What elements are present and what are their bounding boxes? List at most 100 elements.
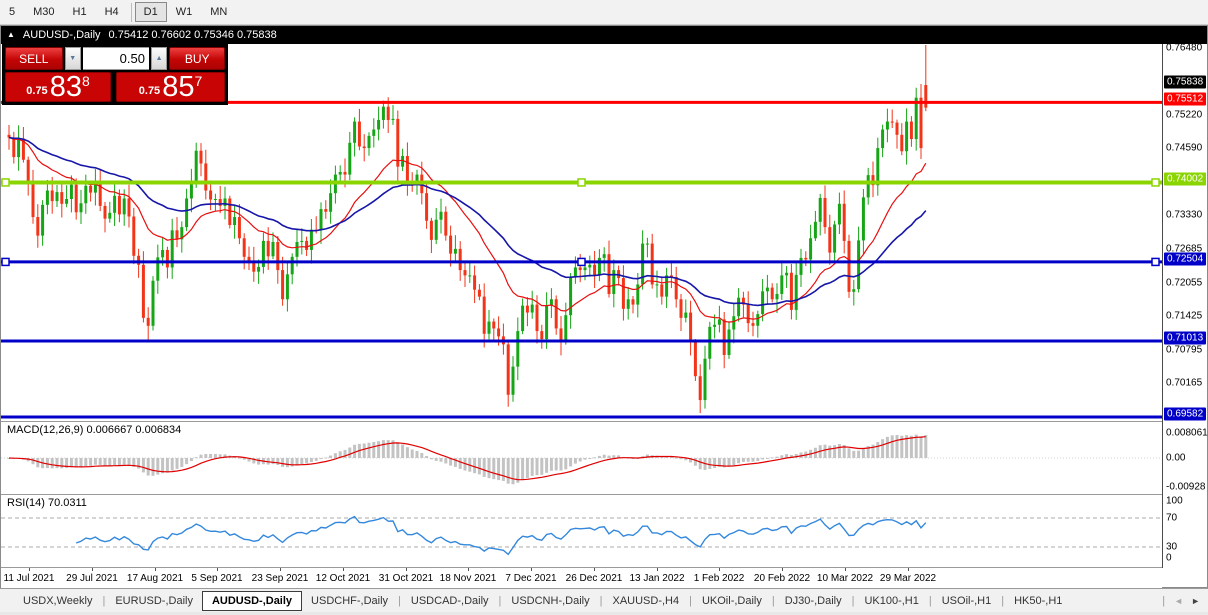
- symbol-tab-ukoildaily[interactable]: UKOil-,Daily: [701, 594, 762, 607]
- chart-ohlc-values: 0.75412 0.76602 0.75346 0.75838: [108, 29, 277, 41]
- indicator-tick-label: 0.008061: [1166, 427, 1208, 439]
- timeframe-button-d1[interactable]: D1: [134, 2, 167, 22]
- tab-separator: |: [498, 594, 502, 607]
- volume-increase-button[interactable]: ▲: [150, 47, 168, 70]
- tab-separator: |: [851, 594, 855, 607]
- toolbar-separator: [130, 2, 132, 22]
- symbol-tab-audusddaily[interactable]: AUDUSD-,Daily: [201, 590, 303, 611]
- timeframe-button-5[interactable]: 5: [9, 6, 16, 18]
- time-tick: [343, 568, 344, 571]
- time-tick: [468, 568, 469, 571]
- price-chart-pane[interactable]: [1, 45, 1162, 421]
- date-label: 23 Sep 2021: [251, 573, 309, 584]
- bid-price-prefix: 0.75: [26, 85, 48, 97]
- tab-separator: |: [1162, 594, 1166, 607]
- symbol-tab-usdcaddaily[interactable]: USDCAD-,Daily: [410, 594, 489, 607]
- timeframe-button-w1[interactable]: W1: [175, 6, 193, 18]
- tab-separator: |: [599, 594, 603, 607]
- collapse-chart-icon[interactable]: ▲: [7, 30, 15, 39]
- time-axis: 11 Jul 2021 29 Jul 2021 17 Aug 2021 5 Sep 2…: [1, 568, 1162, 588]
- sell-button[interactable]: SELL: [5, 47, 63, 70]
- time-tick: [657, 568, 658, 571]
- symbol-tab-usdchfdaily[interactable]: USDCHF-,Daily: [311, 594, 389, 607]
- symbol-tab-eurusddaily[interactable]: EURUSD-,Daily: [115, 594, 193, 607]
- time-tick: [406, 568, 407, 571]
- symbol-tab-uk100h1[interactable]: UK100-,H1: [864, 594, 919, 607]
- symbol-tab-usdxweekly[interactable]: USDX,Weekly: [23, 594, 93, 607]
- indicator-tick-label: 0: [1166, 552, 1172, 564]
- tab-separator: |: [1001, 594, 1005, 607]
- buy-button[interactable]: BUY: [169, 47, 225, 70]
- date-label: 29 Mar 2022: [879, 573, 937, 584]
- time-tick: [217, 568, 218, 571]
- tab-separator: |: [398, 594, 401, 607]
- timeframe-button-m30[interactable]: M30: [33, 6, 55, 18]
- one-click-trading-panel: SELL ▼ ▲ BUY 0.75 83 8 0.75 85 7: [2, 44, 228, 105]
- indicator-tick-label: 100: [1166, 495, 1183, 507]
- rsi-pane[interactable]: [1, 495, 1162, 567]
- date-label: 7 Dec 2021: [505, 573, 557, 584]
- pane-separator[interactable]: [1, 494, 1207, 495]
- indicator-tick-label: -0.00928: [1166, 481, 1206, 493]
- date-label: 12 Oct 2021: [315, 573, 371, 584]
- symbol-tab-bar: USDX,Weekly | EURUSD-,Daily AUDUSD-,Daily US…: [0, 588, 1208, 612]
- chevron-up-icon: ▲: [155, 55, 163, 62]
- symbol-tab-dj30daily[interactable]: DJ30-,Daily: [784, 594, 842, 607]
- timeframe-button-mn[interactable]: MN: [210, 6, 228, 18]
- date-label: 1 Feb 2022: [693, 573, 745, 584]
- tab-scroll-left-icon[interactable]: ◄: [1174, 595, 1184, 606]
- chart-title-bar: ▲ AUDUSD-,Daily 0.75412 0.76602 0.75346 …: [1, 26, 1207, 44]
- timeframe-button-h4[interactable]: H4: [104, 6, 119, 18]
- symbol-tab-xauusdh4[interactable]: XAUUSD-,H4: [612, 594, 680, 607]
- tab-separator: |: [928, 594, 932, 607]
- price-tick-label: 0.76480: [1166, 42, 1203, 54]
- time-tick: [719, 568, 720, 571]
- time-tick: [280, 568, 281, 571]
- price-tick-label: 0.72685: [1166, 243, 1203, 255]
- bid-price-big-digits: 83: [49, 71, 82, 103]
- bid-price-pip-digit: 8: [81, 73, 90, 89]
- price-tick-label: 0.75220: [1166, 109, 1203, 121]
- price-tick-label: 0.73330: [1166, 209, 1203, 221]
- price-tick-label: 0.70165: [1166, 377, 1203, 389]
- price-level-badge: 0.75512: [1164, 92, 1207, 106]
- price-tick-label: 0.71425: [1166, 310, 1203, 322]
- ask-price-prefix: 0.75: [138, 85, 161, 97]
- price-axis: 0.76480 0.75220 0.74590 0.73330 0.72685 0.720…: [1162, 42, 1208, 568]
- volume-decrease-button[interactable]: ▼: [64, 47, 81, 70]
- time-tick: [155, 568, 156, 571]
- tab-scroll-right-icon[interactable]: ►: [1191, 595, 1200, 606]
- rsi-indicator-label: RSI(14) 70.0311: [7, 497, 87, 509]
- chart-window: ▲ AUDUSD-,Daily 0.75412 0.76602 0.75346 …: [0, 25, 1208, 588]
- tab-scroll-controls: | ◄ ►: [1161, 595, 1208, 607]
- symbol-tab-hk50h1[interactable]: HK50-,H1: [1014, 594, 1063, 607]
- date-label: 10 Mar 2022: [816, 573, 874, 584]
- chart-symbol-title: AUDUSD-,Daily: [22, 29, 101, 41]
- price-level-badge: 0.72504: [1164, 252, 1207, 266]
- price-level-badge: 0.75838: [1164, 75, 1207, 89]
- date-label: 13 Jan 2022: [629, 573, 685, 584]
- symbol-tab-usoilh1[interactable]: USOil-,H1: [941, 594, 992, 607]
- time-tick: [782, 568, 783, 571]
- ask-price-box[interactable]: 0.75 85 7: [116, 72, 225, 102]
- macd-pane[interactable]: [1, 422, 1162, 494]
- date-label: 18 Nov 2021: [439, 573, 497, 584]
- tab-separator: |: [102, 594, 106, 607]
- price-tick-label: 0.72055: [1166, 277, 1203, 289]
- pane-separator[interactable]: [1, 567, 1207, 568]
- date-label: 26 Dec 2021: [565, 573, 623, 584]
- symbol-tab-usdcnhdaily[interactable]: USDCNH-,Daily: [511, 594, 590, 607]
- date-label: 5 Sep 2021: [191, 573, 243, 584]
- price-tick-label: 0.70795: [1166, 344, 1203, 356]
- ask-price-pip-digit: 7: [194, 73, 203, 89]
- indicator-tick-label: 0.00: [1166, 452, 1186, 464]
- pane-separator[interactable]: [1, 421, 1207, 422]
- indicator-tick-label: 70: [1166, 512, 1178, 524]
- chevron-down-icon: ▼: [69, 55, 77, 62]
- bid-price-box[interactable]: 0.75 83 8: [5, 71, 112, 103]
- volume-input[interactable]: [82, 47, 149, 70]
- ask-price-big-digits: 85: [162, 71, 195, 103]
- timeframe-button-h1[interactable]: H1: [72, 6, 87, 18]
- time-tick: [29, 568, 30, 571]
